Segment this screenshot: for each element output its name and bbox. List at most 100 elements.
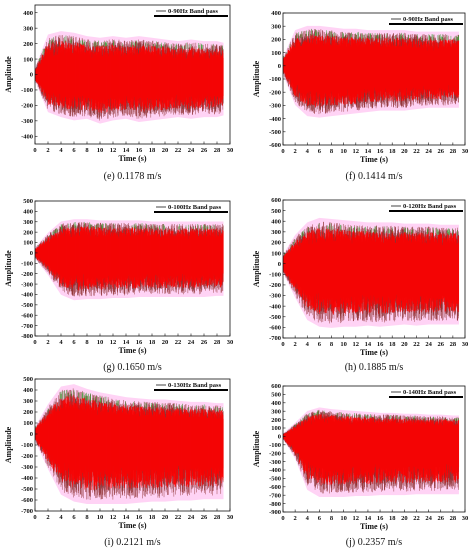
y-tick-label: -700 <box>21 323 33 330</box>
y-tick-label: 400 <box>271 218 281 225</box>
y-tick-label: 0 <box>30 431 33 438</box>
x-tick-label: 18 <box>149 147 156 154</box>
x-axis-label: Time (s) <box>360 155 388 164</box>
x-tick-label: 22 <box>175 339 182 346</box>
x-tick-label: 20 <box>162 339 169 346</box>
y-tick-label: 500 <box>23 198 33 205</box>
x-tick-label: 20 <box>401 148 408 155</box>
y-tick-label: -400 <box>21 133 33 140</box>
y-tick-label: -100 <box>21 261 33 268</box>
x-tick-label: 24 <box>188 339 195 346</box>
y-tick-label: -100 <box>269 272 281 279</box>
y-tick-label: 500 <box>271 392 281 399</box>
y-tick-label: -400 <box>269 303 281 310</box>
x-tick-label: 14 <box>123 514 130 521</box>
x-tick-label: 30 <box>462 148 469 155</box>
y-tick-label: -500 <box>21 302 33 309</box>
x-tick-label: 28 <box>450 341 457 348</box>
x-tick-label: 6 <box>72 339 76 346</box>
y-axis-label: Amplitude <box>252 250 261 287</box>
x-tick-label: 4 <box>59 147 63 154</box>
signal-trace-green <box>293 410 459 427</box>
y-tick-label: -200 <box>269 89 281 96</box>
panel-caption: (f) 0.1414 m/s <box>346 171 403 182</box>
y-tick-label: 100 <box>23 56 33 63</box>
y-tick-label: -300 <box>21 464 33 471</box>
legend-label: 0-120Hz Band pass <box>403 203 457 210</box>
x-tick-label: 2 <box>294 148 297 155</box>
x-tick-label: 12 <box>110 339 117 346</box>
y-tick-label: 400 <box>271 400 281 407</box>
y-tick-label: 200 <box>271 417 281 424</box>
signal-trace-green <box>38 221 215 246</box>
y-tick-label: 300 <box>271 23 281 30</box>
x-tick-label: 22 <box>413 515 420 522</box>
x-axis-label: Time (s) <box>360 348 388 357</box>
x-tick-label: 28 <box>450 148 457 155</box>
x-tick-label: 26 <box>201 339 208 346</box>
x-tick-label: 8 <box>330 341 334 348</box>
signal-trace-green <box>283 28 460 58</box>
x-tick-label: 6 <box>318 515 322 522</box>
x-tick-label: 30 <box>462 515 469 522</box>
x-tick-label: 16 <box>136 339 143 346</box>
x-tick-label: 6 <box>318 148 322 155</box>
panel-caption: (h) 0.1885 m/s <box>345 362 404 373</box>
x-tick-label: 12 <box>110 514 117 521</box>
legend-label: 0-90Hz Band pass <box>403 16 453 23</box>
x-tick-label: 2 <box>46 339 49 346</box>
y-tick-label: 100 <box>271 425 281 432</box>
x-tick-label: 28 <box>214 514 221 521</box>
y-tick-label: -400 <box>269 116 281 123</box>
signal-trace-red <box>35 40 224 113</box>
y-tick-label: -200 <box>21 103 33 110</box>
y-tick-label: -500 <box>269 314 281 321</box>
y-tick-label: -200 <box>21 453 33 460</box>
y-tick-label: -300 <box>269 293 281 300</box>
y-tick-label: 400 <box>23 10 33 17</box>
y-tick-label: -400 <box>21 475 33 482</box>
y-tick-label: 500 <box>23 376 33 383</box>
y-tick-label: -800 <box>21 333 33 340</box>
panel-caption: (j) 0.2357 m/s <box>346 537 402 548</box>
y-tick-label: 500 <box>271 208 281 215</box>
panel-caption: (i) 0.2121 m/s <box>104 537 160 548</box>
x-tick-label: 14 <box>123 339 130 346</box>
plot-frame <box>34 200 231 337</box>
plot-area <box>283 25 460 118</box>
x-tick-label: 10 <box>340 148 347 155</box>
plot-frame <box>282 199 466 339</box>
x-tick-label: 4 <box>306 341 310 348</box>
x-tick-label: 8 <box>330 515 334 522</box>
y-tick-label: 300 <box>23 219 33 226</box>
y-tick-label: -100 <box>269 442 281 449</box>
legend-label: 0-100Hz Band pass <box>168 204 222 211</box>
y-tick-label: -700 <box>269 492 281 499</box>
y-tick-label: 0 <box>278 261 281 268</box>
y-tick-label: 200 <box>23 229 33 236</box>
signal-trace-green <box>35 389 223 429</box>
plot-frame <box>282 385 466 513</box>
plot-area <box>283 217 460 328</box>
x-tick-label: 10 <box>340 341 347 348</box>
y-axis-label: Amplitude <box>4 426 13 463</box>
x-axis-label: Time (s) <box>118 346 146 355</box>
x-axis-label: Time (s) <box>118 154 146 163</box>
x-tick-label: 0 <box>281 341 284 348</box>
x-tick-label: 8 <box>330 148 334 155</box>
x-tick-label: 24 <box>425 341 432 348</box>
x-tick-label: 12 <box>353 515 360 522</box>
x-tick-label: 20 <box>401 515 408 522</box>
x-tick-label: 14 <box>123 147 130 154</box>
x-tick-label: 6 <box>72 147 76 154</box>
x-tick-label: 16 <box>377 515 384 522</box>
y-tick-label: -300 <box>269 103 281 110</box>
signal-trace-green <box>284 223 458 256</box>
x-tick-label: 18 <box>149 514 156 521</box>
y-tick-label: 100 <box>23 420 33 427</box>
y-tick-label: -400 <box>269 467 281 474</box>
y-tick-label: -700 <box>269 335 281 342</box>
x-tick-label: 10 <box>97 147 104 154</box>
x-tick-label: 14 <box>365 148 372 155</box>
